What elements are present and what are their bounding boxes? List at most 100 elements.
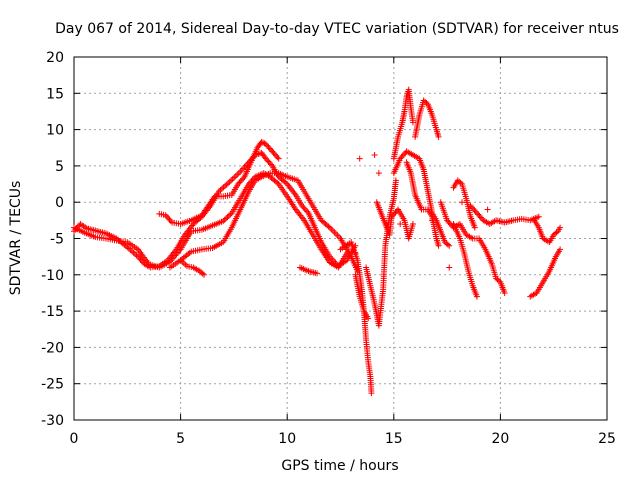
track-a-point [220,184,227,191]
track-c-point [167,218,174,225]
track-c-point [258,138,265,145]
track-e-point [201,271,208,278]
track-r-point [472,208,479,215]
track-c-point [271,151,278,158]
track-b-point [223,215,230,222]
track-h-point [365,315,372,322]
track-j-point [388,213,395,220]
track-a-point [229,175,236,182]
x-tick-labels: 0 5 10 15 20 25 [70,431,616,447]
track-o-point [445,218,452,225]
track-c-point [240,175,247,182]
track-a-point [226,178,233,185]
track-s-point [557,246,564,253]
y-tick-labels: -30 -25 -20 -15 -10 -5 0 5 10 15 20 [41,50,64,429]
track-a-point [262,155,269,162]
track-c-point [266,145,273,152]
track-p-point [457,179,464,186]
track-o-point [501,289,508,296]
track-a-point [265,158,272,165]
track-c-point [273,152,280,159]
track-l-point [444,241,451,248]
track-c-point [166,216,173,223]
track-a-point [223,181,230,188]
track-r-point [476,212,483,219]
track-c-point [260,139,267,146]
scattered-point [371,152,378,159]
track-a-point [232,173,239,180]
track-a-point [219,185,226,192]
track-a-point [267,161,274,168]
track-i-point [392,177,399,184]
track-b-point [173,251,180,258]
scattered-point [429,217,436,224]
track-e-point [199,270,206,277]
track-c-point [165,215,172,222]
chart-title: Day 067 of 2014, Sidereal Day-to-day VTE… [55,21,619,37]
y-tick-label: 10 [46,123,64,139]
track-c-point [235,181,242,188]
track-p-point [471,224,478,231]
scattered-point [397,220,404,227]
track-r-point [468,204,475,211]
y-tick-label: 20 [46,50,64,66]
y-tick-label: 5 [55,159,64,175]
track-c-point [236,179,243,186]
track-j-point [389,212,396,219]
track-m-point [435,133,442,140]
track-m-point [423,99,430,106]
track-d-point [332,230,339,237]
track-a-point [304,208,311,215]
track-a-point [231,174,238,181]
track-a-point [228,177,235,184]
track-a-point [225,180,232,187]
scattered-point [356,155,363,162]
track-a-point [240,165,247,172]
y-tick-label: -20 [41,340,64,356]
y-tick-label: -25 [41,377,64,393]
x-tick-label: 10 [278,431,296,447]
track-c-point [275,155,282,162]
track-k-point [409,119,416,126]
track-r-point [475,211,482,218]
track-r-point [477,214,484,221]
scattered-point [446,264,453,271]
track-a-point [131,250,138,257]
track-a-point [234,171,241,178]
track-r-point [471,207,478,214]
track-t-point [557,224,564,231]
track-a-point [282,179,289,186]
track-a-point [235,170,242,177]
track-l-point [398,154,405,161]
track-a-point [237,168,244,175]
x-tick-label: 5 [176,431,185,447]
track-c-point [274,154,281,161]
track-c-point [267,146,274,153]
track-c-point [270,149,277,156]
track-r-point [535,213,542,220]
track-a-point [136,255,143,262]
scattered-point [484,206,491,213]
x-tick-label: 0 [70,431,79,447]
track-e-point [179,258,186,265]
x-tick-label: 20 [491,431,509,447]
track-a-point [329,256,336,263]
x-tick-label: 25 [598,431,616,447]
track-r-point [473,210,480,217]
track-b-point [220,218,227,225]
scattered-point [459,199,466,206]
track-c-point [239,176,246,183]
x-tick-label: 15 [385,431,403,447]
y-tick-label: 15 [46,86,64,102]
track-d-point [325,223,332,230]
track-r-point [470,205,477,212]
track-a-point [222,182,229,189]
track-t-point [553,229,560,236]
scattered-point [352,250,359,257]
scattered-point [346,242,353,249]
track-l-point [397,155,404,162]
track-q-point [473,293,480,300]
y-tick-label: 0 [55,195,64,211]
track-a-point [238,167,245,174]
